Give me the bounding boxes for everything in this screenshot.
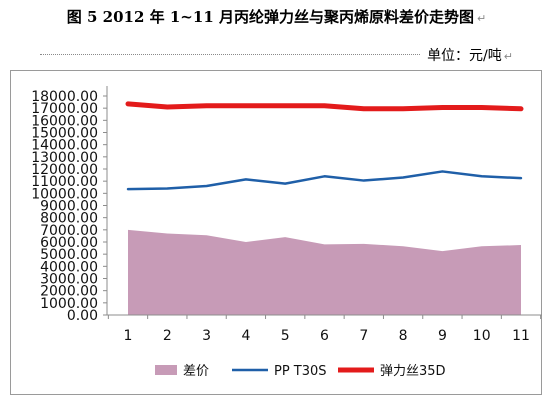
- y-tick-label: 18000.00: [31, 89, 98, 105]
- y-tick-label: 11000.00: [31, 174, 98, 190]
- y-tick-label: 4000.00: [40, 259, 98, 275]
- y-tick-label: 6000.00: [40, 235, 98, 251]
- y-tick-label: 3000.00: [40, 272, 98, 288]
- x-tick-label: 11: [512, 328, 530, 344]
- x-tick-label: 5: [281, 328, 290, 344]
- y-tick-label: 0.00: [67, 308, 98, 324]
- chart-title: 图 5 2012 年 1~11 月丙纶弹力丝与聚丙烯原料差价走势图 ↵: [0, 6, 553, 27]
- x-tick-label: 8: [399, 328, 408, 344]
- legend-label: 差价: [183, 364, 209, 379]
- y-tick-label: 8000.00: [40, 211, 98, 227]
- return-mark-icon: ↵: [503, 50, 513, 63]
- x-tick-label: 2: [163, 328, 172, 344]
- y-tick-label: 5000.00: [40, 247, 98, 263]
- legend-label: PP T30S: [274, 364, 327, 379]
- x-tick-label: 1: [124, 328, 133, 344]
- x-tick-label: 4: [241, 328, 250, 344]
- y-tick-label: 2000.00: [40, 284, 98, 300]
- axes-group: [106, 86, 542, 316]
- y-tick-label: 12000.00: [31, 162, 98, 178]
- chart-frame: [10, 70, 542, 395]
- legend-swatch-area: [155, 365, 177, 375]
- y-tick-label: 15000.00: [31, 126, 98, 142]
- x-tick-label: 10: [473, 328, 491, 344]
- x-axis-ticks: 1 2 3 4 5 6 7 8 9 10 11: [107, 315, 542, 344]
- y-tick-label: 14000.00: [31, 138, 98, 154]
- unit-label: 单位：元/吨 ↵: [427, 45, 513, 65]
- return-mark-icon: ↵: [476, 12, 487, 25]
- y-tick-label: 10000.00: [31, 186, 98, 202]
- x-tick-label: 9: [438, 328, 447, 344]
- x-tick-label: 7: [359, 328, 368, 344]
- dotted-leader-line: [40, 54, 420, 55]
- line-series-group: [125, 101, 524, 191]
- y-tick-label: 13000.00: [31, 150, 98, 166]
- unit-label-text: 单位：元/吨: [427, 48, 502, 64]
- area-series-group: [128, 229, 521, 315]
- series-line-PP T30S: [126, 170, 523, 191]
- legend: 差价 PP T30S 弹力丝35D: [155, 364, 446, 379]
- y-tick-label: 7000.00: [40, 223, 98, 239]
- y-tick-label: 9000.00: [40, 199, 98, 215]
- y-tick-label: 17000.00: [31, 101, 98, 117]
- x-tick-label: 6: [320, 328, 329, 344]
- chart-title-text: 图 5 2012 年 1~11 月丙纶弹力丝与聚丙烯原料差价走势图: [66, 8, 474, 26]
- y-axis-ticks: 0.001000.002000.003000.004000.005000.006…: [31, 89, 107, 324]
- legend-label: 弹力丝35D: [380, 364, 446, 379]
- series-line-弹力丝35D: [125, 101, 524, 112]
- y-tick-label: 16000.00: [31, 113, 98, 129]
- series-area-差价: [128, 229, 521, 315]
- y-tick-label: 1000.00: [40, 296, 98, 312]
- x-tick-label: 3: [202, 328, 211, 344]
